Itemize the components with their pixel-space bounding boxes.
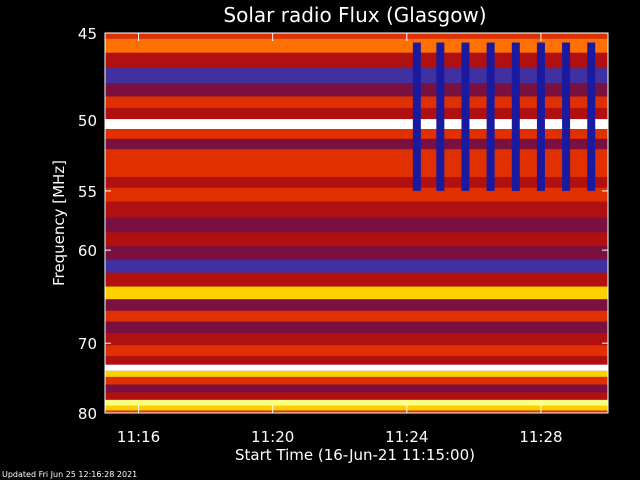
interference-bar — [562, 42, 571, 191]
frequency-band — [105, 345, 608, 357]
frequency-band — [105, 138, 608, 150]
frequency-band — [105, 333, 608, 346]
frequency-band — [105, 149, 608, 159]
frequency-band — [105, 399, 608, 406]
frequency-band — [105, 52, 608, 69]
frequency-band — [105, 83, 608, 97]
frequency-band — [105, 217, 608, 233]
interference-bar — [461, 42, 470, 191]
y-tick-label: 50 — [78, 112, 97, 130]
plot-frame — [104, 32, 609, 414]
x-tick-label: 11:16 — [117, 428, 160, 446]
frequency-band — [105, 321, 608, 334]
frequency-band — [105, 356, 608, 365]
frequency-band — [105, 405, 608, 411]
frequency-band — [105, 129, 608, 139]
frequency-band — [105, 370, 608, 377]
frequency-band — [105, 310, 608, 322]
y-tick-label: 60 — [78, 242, 97, 260]
y-tick-label: 45 — [78, 25, 97, 43]
frequency-band — [105, 299, 608, 311]
interference-bar — [486, 42, 495, 191]
frequency-band — [105, 38, 608, 53]
frequency-band — [105, 272, 608, 287]
frequency-band — [105, 246, 608, 260]
y-axis: 45 50 55 60 70 80 — [78, 25, 608, 423]
frequency-band — [105, 107, 608, 120]
x-tick-label: 11:20 — [251, 428, 294, 446]
frequency-band — [105, 201, 608, 218]
interference-bar — [587, 42, 596, 191]
plot-area — [105, 33, 608, 413]
y-tick-label: 70 — [78, 335, 97, 353]
y-tick-label: 80 — [78, 405, 97, 423]
x-axis: 11:16 11:20 11:24 11:28 — [117, 33, 563, 446]
frequency-band — [105, 376, 608, 385]
interference-bar — [436, 42, 445, 191]
frequency-band — [105, 392, 608, 400]
chart-title: Solar radio Flux (Glasgow) — [223, 3, 486, 27]
frequency-band — [105, 410, 608, 413]
frequency-band — [105, 259, 608, 273]
frequency-band — [105, 96, 608, 108]
interference-bar — [536, 42, 545, 191]
frequency-band — [105, 167, 608, 178]
frequency-band — [105, 158, 608, 168]
interference-bar — [412, 42, 421, 191]
frequency-band — [105, 33, 608, 39]
y-axis-label: Frequency [MHz] — [50, 160, 68, 286]
update-timestamp: Updated Fri Jun 25 12:16:28 2021 — [2, 470, 138, 479]
frequency-band — [105, 119, 608, 130]
frequency-band — [105, 232, 608, 247]
y-tick-label: 55 — [78, 183, 97, 201]
frequency-band — [105, 286, 608, 300]
x-axis-label: Start Time (16-Jun-21 11:15:00) — [235, 446, 475, 464]
frequency-band — [105, 187, 608, 202]
frequency-band — [105, 177, 608, 188]
frequency-band — [105, 68, 608, 84]
interference-bar — [511, 42, 520, 191]
x-tick-label: 11:24 — [385, 428, 428, 446]
x-tick-label: 11:28 — [519, 428, 562, 446]
frequency-band — [105, 384, 608, 393]
frequency-band — [105, 364, 608, 371]
